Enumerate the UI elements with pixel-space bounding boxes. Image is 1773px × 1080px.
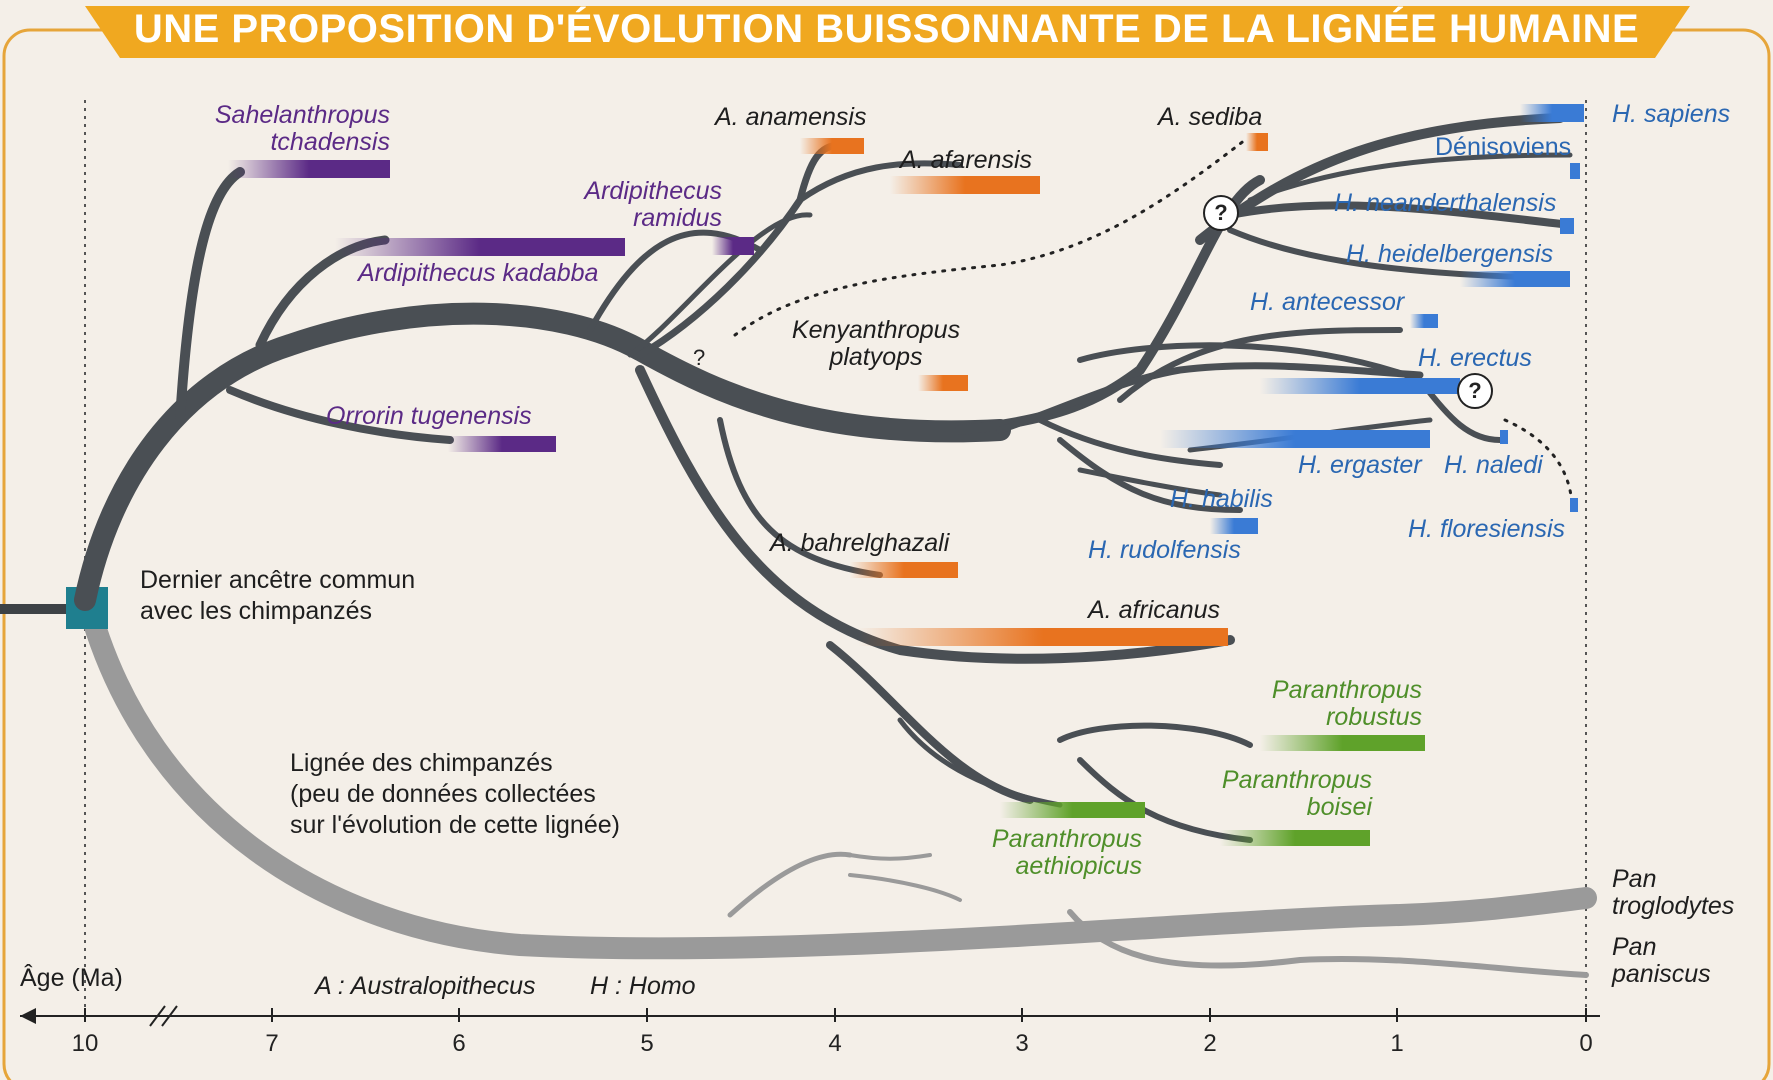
axis-tick-marks: [84, 1008, 1587, 1022]
label-last-common-ancestor: Dernier ancêtre commun avec les chimpanz…: [140, 566, 416, 625]
label-sahelanthropus: Sahelanthropus tchadensis: [214, 101, 390, 156]
axis-tick-label: 7: [265, 1030, 279, 1057]
label-h-rudolfensis: H. rudolfensis: [1088, 536, 1241, 564]
title-banner: [85, 6, 1690, 58]
bar-erectus: [1260, 378, 1460, 394]
legend-australopithecus: A : Australopithecus: [315, 972, 536, 1000]
axis-break-1: [149, 1005, 166, 1027]
bar-neanderthalensis: [1560, 218, 1574, 234]
bar-naledi: [1500, 430, 1508, 444]
label-paranthropus-robustus: Paranthropus robustus: [1271, 676, 1422, 731]
bar-ramidus: [712, 237, 754, 255]
uncertain-lineages: [733, 138, 1574, 507]
label-h-antecessor: H. antecessor: [1250, 288, 1405, 316]
label-africanus: A. africanus: [1088, 596, 1221, 624]
label-pan-paniscus: Pan paniscus: [1612, 933, 1711, 988]
label-chimp-lineage: Lignée des chimpanzés (peu de données co…: [290, 749, 620, 839]
bar-heidelbergensis: [1460, 271, 1570, 287]
label-paranthropus-aethiopicus: Paranthropus aethiopicus: [991, 825, 1142, 880]
label-pan-troglodytes: Pan troglodytes: [1612, 865, 1735, 920]
label-h-floresiensis: H. floresiensis: [1408, 515, 1565, 543]
label-h-heidelbergensis: H. heidelbergensis: [1346, 240, 1554, 268]
chimp-lineage-branch: [79, 599, 1597, 978]
bar-kenyanthropus: [918, 375, 968, 391]
label-bahrelghazali: A. bahrelghazali: [770, 529, 950, 557]
bar-sapiens: [1520, 104, 1584, 122]
label-afarensis: A. afarensis: [900, 146, 1033, 174]
bar-kadabba: [335, 238, 625, 256]
axis-tick-label: 3: [1015, 1030, 1029, 1057]
label-ardipithecus-kadabba: Ardipithecus kadabba: [358, 259, 599, 287]
label-paranthropus-boisei: Paranthropus boisei: [1221, 766, 1372, 821]
label-h-naledi: H. naledi: [1444, 451, 1543, 479]
label-sediba: A. sediba: [1158, 103, 1263, 131]
axis-tick-label: 0: [1579, 1030, 1593, 1057]
label-h-neanderthalensis: H. neanderthalensis: [1334, 189, 1557, 217]
label-ardipithecus-ramidus: Ardipithecus ramidus: [584, 177, 722, 232]
axis-label: Âge (Ma): [20, 964, 123, 992]
unknown-marker-kenyanthropus: ?: [693, 345, 706, 370]
axis-tick-label: 2: [1203, 1030, 1217, 1057]
bar-afarensis: [890, 176, 1040, 194]
unknown-marker-homo: ?: [1203, 195, 1239, 231]
axis-tick-label: 10: [71, 1030, 99, 1057]
bar-habilis: [1210, 518, 1258, 534]
bar-ergaster: [1160, 430, 1430, 448]
axis-tick-label: 4: [828, 1030, 842, 1057]
diagram-title: UNE PROPOSITION D'ÉVOLUTION BUISSONNANTE…: [133, 7, 1640, 51]
label-kenyanthropus: Kenyanthropus platyops: [791, 316, 961, 371]
bar-bahrelghazali: [850, 562, 958, 578]
label-denisoviens: Dénisoviens: [1435, 133, 1572, 161]
bar-africanus: [858, 628, 1228, 646]
axis-tick-label: 6: [452, 1030, 466, 1057]
unknown-marker-erectus: ?: [1457, 373, 1493, 409]
bar-robustus: [1260, 735, 1425, 751]
label-h-sapiens: H. sapiens: [1612, 100, 1731, 128]
bar-denisoviens: [1570, 163, 1580, 179]
label-orrorin: Orrorin tugenensis: [326, 402, 532, 430]
label-h-erectus: H. erectus: [1418, 344, 1532, 372]
axis-tick-label: 5: [640, 1030, 654, 1057]
label-h-habilis: H. habilis: [1170, 485, 1273, 513]
bar-sediba: [1246, 133, 1268, 151]
bar-anamensis: [800, 138, 864, 154]
time-axis-arrow: [20, 1008, 36, 1024]
human-lineage-branches: [74, 113, 1574, 843]
axis-tick-label: 1: [1390, 1030, 1404, 1057]
bar-orrorin: [448, 436, 556, 452]
bar-antecessor: [1410, 314, 1438, 328]
label-h-ergaster: H. ergaster: [1298, 451, 1422, 479]
bar-aethiopicus: [1000, 802, 1145, 818]
bar-boisei: [1220, 830, 1370, 846]
legend-homo: H : Homo: [590, 972, 696, 1000]
label-anamensis: A. anamensis: [715, 103, 867, 131]
bar-sahelanthropus: [228, 160, 390, 178]
bar-floresiensis: [1570, 498, 1578, 512]
axis-break-2: [161, 1005, 178, 1027]
duration-bars: [228, 104, 1584, 846]
